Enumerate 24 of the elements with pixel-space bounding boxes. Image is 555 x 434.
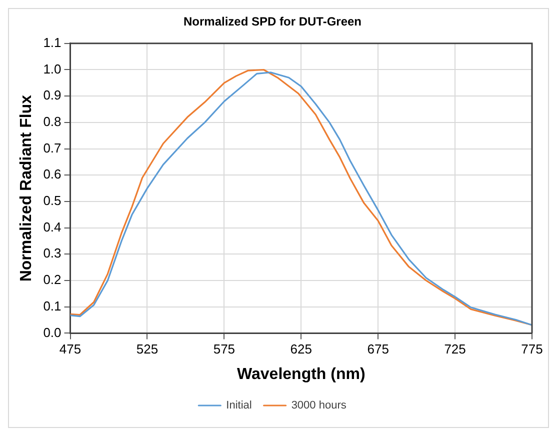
y-tick-label: 0.2: [43, 272, 62, 288]
y-tick-label: 1.1: [43, 34, 62, 50]
x-tick-label: 625: [290, 342, 312, 357]
x-tick-label: 525: [136, 342, 158, 357]
y-tick-label: 0.3: [43, 246, 62, 261]
x-tick-label: 475: [59, 342, 82, 357]
x-tick-label: 675: [367, 342, 389, 357]
x-axis-title: Wavelength (nm): [236, 366, 366, 383]
y-tick-label: 0.0: [43, 324, 62, 340]
legend-label: 3000 hours: [291, 400, 347, 412]
y-tick-label: 0.4: [43, 219, 62, 234]
y-tick-label: 0.9: [43, 88, 62, 103]
y-tick-label: 0.7: [43, 140, 62, 156]
x-tick-label: 775: [521, 342, 543, 357]
y-tick-label: 0.6: [43, 166, 62, 182]
x-tick-label: 575: [213, 342, 236, 357]
y-tick-label: 1.0: [43, 61, 62, 76]
chart-title: Normalized SPD for DUT-Green: [183, 14, 362, 29]
legend-label: Initial: [226, 400, 252, 412]
y-tick-label: 0.5: [43, 193, 62, 208]
y-tick-label: 0.1: [43, 298, 62, 314]
y-tick-label: 0.8: [43, 114, 62, 130]
x-tick-label: 725: [444, 342, 466, 357]
y-axis-title: Normalized Radiant Flux: [18, 94, 36, 282]
